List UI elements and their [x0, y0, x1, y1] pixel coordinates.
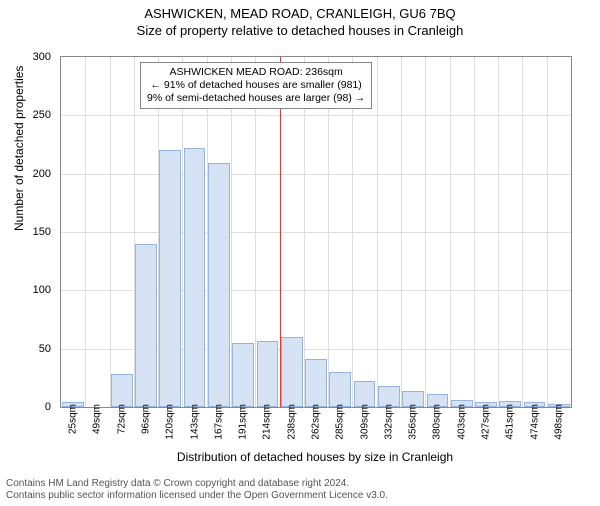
- gridline-v: [498, 57, 499, 407]
- annotation-line-1: ASHWICKEN MEAD ROAD: 236sqm: [147, 66, 365, 79]
- histogram-bar: [184, 148, 206, 407]
- gridline-v: [425, 57, 426, 407]
- x-tick-label: 191sqm: [238, 404, 249, 440]
- x-tick-label: 167sqm: [213, 404, 224, 440]
- gridline-v: [450, 57, 451, 407]
- annotation-box: ASHWICKEN MEAD ROAD: 236sqm ← 91% of det…: [140, 62, 372, 109]
- x-tick-label: 143sqm: [189, 404, 200, 440]
- footer-line-1: Contains HM Land Registry data © Crown c…: [6, 478, 594, 490]
- x-tick-label: 96sqm: [141, 404, 152, 434]
- y-axis-title: Number of detached properties: [12, 66, 26, 231]
- gridline-v: [522, 57, 523, 407]
- x-tick-label: 238sqm: [286, 404, 297, 440]
- x-tick-label: 120sqm: [165, 404, 176, 440]
- histogram-bar: [329, 372, 351, 407]
- histogram-bar: [305, 359, 327, 407]
- y-tick-label: 250: [33, 109, 51, 121]
- page-subtitle: Size of property relative to detached ho…: [0, 23, 600, 38]
- gridline-v: [377, 57, 378, 407]
- x-tick-label: 309sqm: [359, 404, 370, 440]
- gridline-v: [352, 57, 353, 407]
- x-tick-label: 49sqm: [92, 404, 103, 434]
- page-title: ASHWICKEN, MEAD ROAD, CRANLEIGH, GU6 7BQ: [0, 6, 600, 21]
- annotation-line-2: ← 91% of detached houses are smaller (98…: [147, 79, 365, 92]
- gridline-h: [61, 115, 571, 116]
- gridline-v: [304, 57, 305, 407]
- histogram-bar: [111, 374, 133, 407]
- histogram-bar: [257, 341, 279, 408]
- gridline-v: [474, 57, 475, 407]
- x-tick-label: 403sqm: [456, 404, 467, 440]
- y-tick-label: 200: [33, 168, 51, 180]
- y-tick-label: 50: [39, 343, 51, 355]
- x-tick-label: 474sqm: [529, 404, 540, 440]
- x-tick-label: 285sqm: [335, 404, 346, 440]
- histogram-bar: [232, 343, 254, 407]
- gridline-v: [328, 57, 329, 407]
- x-tick-label: 356sqm: [408, 404, 419, 440]
- histogram-bar: [208, 163, 230, 407]
- gridline-v: [401, 57, 402, 407]
- chart-area: 05010015020025030025sqm49sqm72sqm96sqm12…: [60, 56, 570, 406]
- gridline-h: [61, 232, 571, 233]
- attribution-footer: Contains HM Land Registry data © Crown c…: [6, 478, 594, 502]
- x-tick-label: 262sqm: [311, 404, 322, 440]
- annotation-line-3: 9% of semi-detached houses are larger (9…: [147, 92, 365, 105]
- x-tick-label: 332sqm: [383, 404, 394, 440]
- footer-line-2: Contains public sector information licen…: [6, 490, 594, 502]
- y-tick-label: 150: [33, 226, 51, 238]
- y-tick-label: 100: [33, 284, 51, 296]
- x-tick-label: 427sqm: [481, 404, 492, 440]
- x-axis-title: Distribution of detached houses by size …: [60, 450, 570, 464]
- gridline-h: [61, 174, 571, 175]
- histogram-bar: [159, 150, 181, 407]
- x-tick-label: 380sqm: [432, 404, 443, 440]
- x-tick-label: 72sqm: [116, 404, 127, 434]
- x-tick-label: 214sqm: [262, 404, 273, 440]
- gridline-v: [547, 57, 548, 407]
- gridline-v: [85, 57, 86, 407]
- histogram-bar: [281, 337, 303, 407]
- histogram-bar: [135, 244, 157, 407]
- gridline-v: [110, 57, 111, 407]
- x-tick-label: 451sqm: [505, 404, 516, 440]
- x-tick-label: 25sqm: [68, 404, 79, 434]
- y-tick-label: 300: [33, 51, 51, 63]
- x-tick-label: 498sqm: [553, 404, 564, 440]
- reference-line: [280, 57, 282, 407]
- y-tick-label: 0: [45, 401, 51, 413]
